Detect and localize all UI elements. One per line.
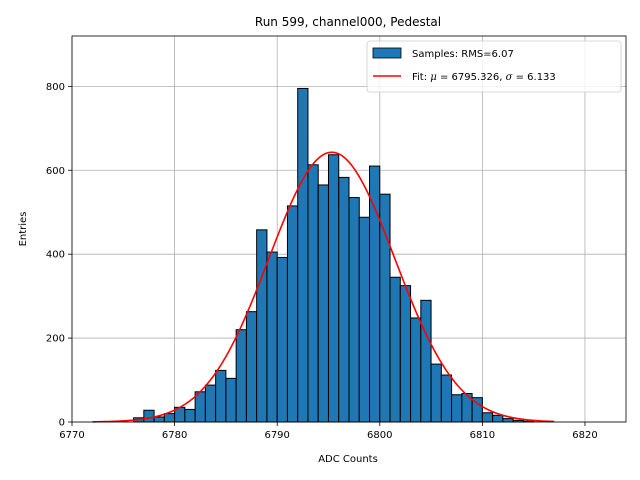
histogram-bar <box>502 418 514 423</box>
histogram-bar <box>225 377 237 423</box>
legend-histogram-swatch <box>372 47 402 59</box>
x-tick-label: 6780 <box>162 430 187 441</box>
histogram-bar <box>286 205 299 423</box>
histogram-bar <box>369 165 381 423</box>
y-tick-label: 800 <box>46 82 65 93</box>
x-tick-label: 6770 <box>59 430 84 441</box>
histogram-bar <box>338 176 350 423</box>
x-tick-label: 6790 <box>264 430 289 441</box>
histogram-bar <box>358 216 371 423</box>
legend-fit-mu-value: = 6795.326, <box>437 72 506 83</box>
histogram-bars <box>133 87 535 423</box>
histogram-bar <box>317 184 329 423</box>
histogram-bar <box>245 311 258 423</box>
x-tick-label: 6800 <box>367 430 392 441</box>
histogram-bar <box>430 363 442 423</box>
histogram-bar <box>399 285 412 423</box>
histogram-bar <box>327 154 340 423</box>
y-tick-label: 400 <box>46 250 65 261</box>
histogram-bar <box>307 164 319 423</box>
histogram-bar <box>194 391 206 423</box>
histogram-bar <box>163 413 176 423</box>
histogram-bar <box>389 276 401 423</box>
legend-fit-label: Fit: μ = 6795.326, σ = 6.133 <box>412 72 556 83</box>
y-tick-label: 600 <box>46 166 65 177</box>
histogram-bar <box>451 394 463 423</box>
x-axis-label: ADC Counts <box>318 454 378 465</box>
fit-curve <box>92 151 555 423</box>
legend-fit-sigma-value: = 6.133 <box>512 72 555 83</box>
histogram-bar <box>440 374 453 423</box>
histogram-bar <box>235 329 247 423</box>
histogram-bar <box>348 197 360 423</box>
legend-histogram-label: Samples: RMS=6.07 <box>412 49 514 60</box>
x-tick-label: 6820 <box>572 430 597 441</box>
histogram-bar <box>266 251 278 423</box>
histogram-bar <box>276 257 288 423</box>
chart-title: Run 599, channel000, Pedestal <box>255 15 441 29</box>
x-axis-ticks: 6770 6780 6790 6800 6810 6820 <box>59 422 598 441</box>
legend-fit-mu-symbol: μ <box>430 72 437 83</box>
legend-box <box>366 40 622 93</box>
plot-frame <box>71 35 627 423</box>
x-tick-label: 6810 <box>470 430 495 441</box>
y-tick-label: 200 <box>46 334 65 345</box>
histogram-bar <box>379 193 391 423</box>
histogram-bar <box>481 412 494 423</box>
histogram-bar <box>204 384 217 423</box>
histogram-bar <box>215 369 227 423</box>
histogram-bar <box>420 299 432 423</box>
histogram-bar <box>184 408 196 423</box>
histogram-bar <box>143 409 155 423</box>
legend-fit-sigma-symbol: σ <box>506 72 514 83</box>
legend: Samples: RMS=6.07 Fit: μ = 6795.326, σ =… <box>366 40 622 93</box>
histogram-bar <box>153 416 165 423</box>
legend-fit-prefix: Fit: <box>412 72 430 83</box>
y-axis-label: Entries <box>18 212 29 247</box>
histogram-bar <box>492 414 504 423</box>
histogram-bar <box>410 317 422 423</box>
histogram-bar <box>297 87 309 423</box>
y-tick-label: 0 <box>59 418 65 429</box>
histogram-bar <box>256 229 268 423</box>
y-axis-ticks: 0 200 400 600 800 <box>46 82 72 429</box>
